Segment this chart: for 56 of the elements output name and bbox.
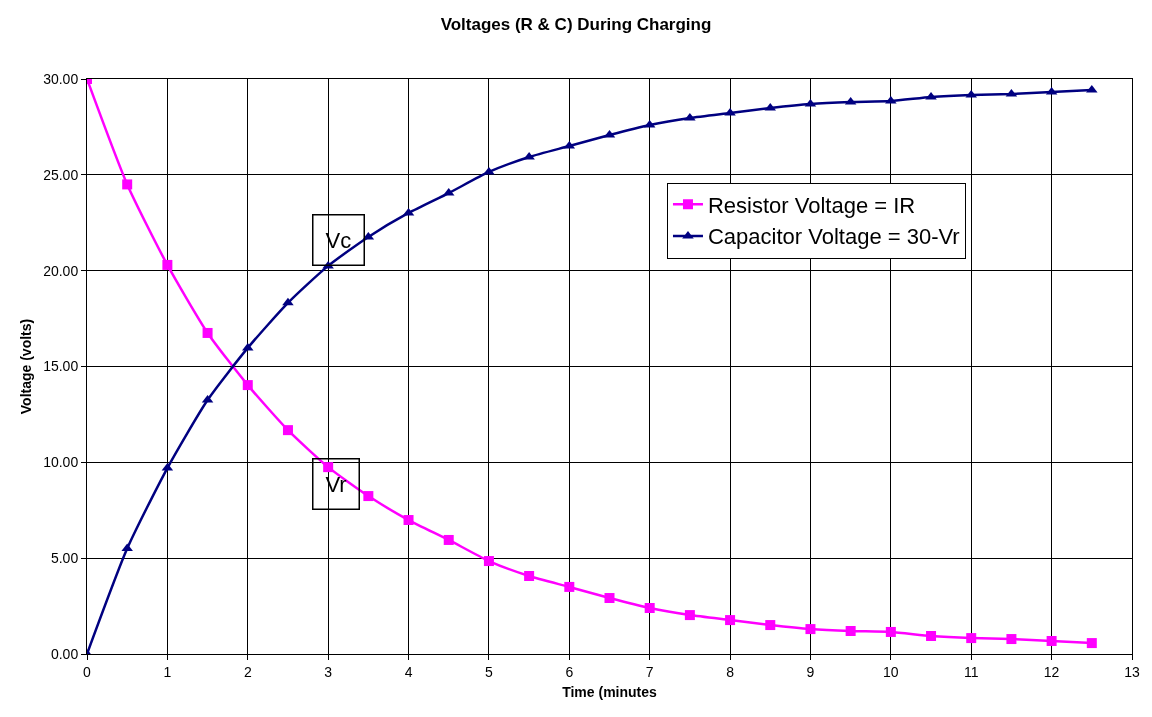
chart-title: Voltages (R & C) During Charging [440, 14, 712, 34]
point [564, 581, 575, 592]
point [965, 89, 977, 98]
x-tick-label: 2 [243, 663, 252, 680]
y-tick-label: 30.00 [43, 70, 79, 87]
y-tick-label: 0.00 [50, 645, 79, 662]
x-tick-label: 10 [883, 663, 899, 680]
point [1086, 84, 1098, 93]
y-tick-label: 20.00 [43, 262, 79, 279]
point [926, 630, 937, 641]
y-tick-label: 15.00 [43, 358, 79, 375]
point [845, 626, 856, 636]
point [282, 425, 293, 436]
point [524, 570, 535, 581]
point [363, 491, 374, 502]
legend-label: Capacitor Voltage = 30-Vr [707, 224, 960, 250]
point [162, 259, 173, 270]
x-tick-label: 12 [1043, 663, 1060, 680]
x-tick-label: 1 [163, 663, 172, 680]
point [483, 556, 494, 567]
point [885, 626, 896, 637]
x-tick-label: 13 [1124, 663, 1140, 680]
x-tick-label: 4 [404, 663, 413, 680]
y-axis-title: Voltage (volts) [17, 318, 34, 415]
point [604, 593, 615, 604]
point [966, 633, 977, 644]
point [805, 624, 816, 635]
point [1046, 635, 1057, 646]
point [242, 342, 254, 351]
x-tick-label: 7 [645, 663, 654, 680]
point [202, 327, 213, 338]
point [323, 462, 334, 473]
x-tick-label: 6 [565, 663, 574, 680]
y-tick-label: 10.00 [43, 454, 79, 471]
x-tick-label: 5 [485, 663, 494, 680]
point [403, 515, 414, 526]
x-tick-label: 0 [83, 663, 92, 680]
x-tick-label: 9 [806, 663, 815, 680]
legend-label: Resistor Voltage = IR [707, 192, 916, 218]
x-tick-label: 8 [726, 663, 735, 680]
point [684, 610, 695, 621]
point [242, 380, 253, 391]
y-tick-label: 25.00 [43, 166, 79, 183]
x-tick-label: 3 [324, 663, 333, 680]
point [1006, 634, 1017, 645]
x-axis-title: Time (minutes [562, 684, 658, 701]
point [1086, 638, 1097, 649]
point [122, 179, 133, 190]
point [282, 297, 294, 306]
point [644, 603, 655, 613]
point [765, 620, 776, 631]
y-tick-label: 5.00 [50, 550, 79, 567]
x-tick-label: 11 [963, 663, 979, 680]
point [121, 543, 133, 552]
point [725, 615, 736, 626]
point [443, 534, 454, 545]
